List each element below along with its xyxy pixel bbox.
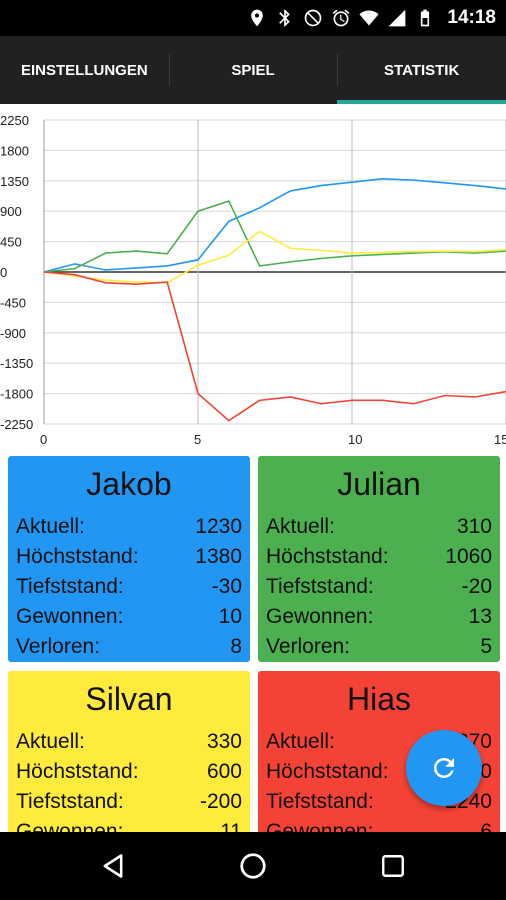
stat-value: 8	[230, 635, 242, 658]
location-icon	[251, 9, 264, 27]
home-button[interactable]	[233, 846, 273, 886]
tab-statistik[interactable]: STATISTIK	[337, 36, 506, 104]
player-name: Silvan	[85, 681, 173, 717]
stat-label: Verloren:	[16, 635, 101, 658]
stat-label: Höchststand:	[16, 760, 139, 783]
y-tick-label: -1800	[0, 387, 33, 402]
x-tick-label: 15	[494, 432, 506, 447]
stat-row-aktuell: Aktuell: 1230	[16, 512, 242, 542]
navigation-bar	[0, 832, 506, 900]
stat-label: Gewonnen:	[266, 820, 374, 832]
stat-label: Gewonnen:	[266, 605, 374, 628]
wifi-icon	[359, 10, 379, 26]
stat-row-hoechststand: Höchststand: 1060	[266, 542, 492, 572]
stat-value: 600	[206, 760, 242, 783]
player-card-silvan: Silvan Aktuell: 330 Höchststand: 600 Tiefs…	[8, 671, 250, 832]
stat-label: Tiefststand:	[266, 575, 374, 598]
stat-row-verloren: Verloren: 5	[266, 632, 492, 662]
stat-label: Aktuell:	[266, 515, 335, 538]
series-line-2	[43, 230, 506, 284]
stat-row-aktuell: Aktuell: 330	[16, 727, 242, 757]
stat-label: Gewonnen:	[16, 605, 124, 628]
y-tick-label: 900	[0, 204, 22, 219]
stat-row-aktuell: Aktuell: 310	[266, 512, 492, 542]
stat-value: 10	[218, 605, 242, 628]
tab-bar: EINSTELLUNGEN SPIEL STATISTIK	[0, 36, 506, 104]
stat-label: Aktuell:	[266, 730, 335, 753]
stat-row-tiefststand: Tiefststand: -30	[16, 572, 242, 602]
y-tick-label: -1350	[0, 356, 33, 371]
stat-label: Gewonnen:	[16, 820, 124, 832]
stat-row-gewonnen: Gewonnen: 13	[266, 602, 492, 632]
stat-value: 330	[206, 730, 242, 753]
stat-label: Höchststand:	[16, 545, 139, 568]
status-bar: 14:18	[0, 0, 506, 36]
stat-label: Tiefststand:	[266, 790, 374, 813]
stat-row-tiefststand: Tiefststand: -20	[266, 572, 492, 602]
bluetooth-icon	[279, 9, 291, 27]
x-tick-label: 5	[194, 432, 201, 447]
stat-row-verloren: Verloren: 8	[16, 632, 242, 662]
stat-label: Tiefststand:	[16, 575, 124, 598]
home-icon	[240, 853, 266, 879]
tab-einstellungen[interactable]: EINSTELLUNGEN	[20, 61, 148, 79]
y-tick-label: 1350	[0, 174, 29, 189]
recents-button[interactable]	[373, 846, 413, 886]
player-card-julian: Julian Aktuell: 310 Höchststand: 1060 Tief…	[258, 456, 500, 662]
refresh-button[interactable]	[406, 730, 482, 806]
stat-value: 1230	[195, 515, 242, 538]
do-not-disturb-icon	[305, 9, 322, 27]
player-name: Julian	[337, 466, 421, 502]
signal-icon	[389, 9, 406, 27]
stat-label: Höchststand:	[266, 545, 389, 568]
stat-value: -30	[211, 575, 242, 598]
stat-row-gewonnen: Gewonnen: 6	[266, 817, 492, 832]
series-line-1	[43, 200, 506, 273]
y-tick-label: -450	[0, 295, 26, 310]
stat-label: Aktuell:	[16, 730, 85, 753]
stat-value: 6	[480, 820, 492, 832]
stat-label: Aktuell:	[16, 515, 85, 538]
stat-label: Höchststand:	[266, 760, 389, 783]
series-line-3	[43, 271, 506, 422]
stat-value: -20	[461, 575, 492, 598]
stat-value: 11	[220, 820, 242, 832]
stat-row-hoechststand: Höchststand: 1380	[16, 542, 242, 572]
series-line-0	[43, 177, 506, 273]
x-tick-label: 10	[348, 432, 362, 447]
y-tick-label: 450	[0, 235, 22, 250]
player-name: Jakob	[86, 466, 172, 502]
y-tick-label: -2250	[0, 417, 33, 432]
y-tick-label: -900	[0, 326, 26, 341]
player-name: Hias	[346, 681, 411, 717]
stat-value: -200	[199, 790, 242, 813]
status-icons: 14:18	[247, 6, 496, 30]
y-tick-label: 0	[0, 265, 7, 280]
back-button[interactable]	[93, 846, 133, 886]
y-tick-label: 1800	[0, 143, 29, 158]
stat-label: Tiefststand:	[16, 790, 124, 813]
stat-row-hoechststand: Höchststand: 600	[16, 757, 242, 787]
stat-row-gewonnen: Gewonnen: 11	[16, 817, 242, 832]
stat-value: 5	[480, 635, 492, 658]
stat-value: 13	[468, 605, 492, 628]
stat-label: Verloren:	[266, 635, 351, 658]
clock: 14:18	[447, 7, 496, 28]
stat-value: 1060	[445, 545, 492, 568]
player-card-jakob: Jakob Aktuell: 1230 Höchststand: 1380 Tief…	[8, 456, 250, 662]
refresh-icon	[433, 758, 454, 778]
recents-icon	[382, 855, 404, 877]
statistics-view: 2250 1800 1350 900 450 0 -450 -900 -1350 -1800 -22…	[0, 104, 506, 832]
back-icon	[103, 854, 123, 878]
tab-spiel[interactable]: SPIEL	[168, 36, 338, 104]
stat-value: 1380	[195, 545, 242, 568]
stat-value: 310	[456, 515, 492, 538]
stat-row-gewonnen: Gewonnen: 10	[16, 602, 242, 632]
battery-icon	[421, 9, 430, 27]
x-tick-label: 0	[40, 432, 47, 447]
y-tick-label: 2250	[0, 113, 29, 128]
stat-row-tiefststand: Tiefststand: -200	[16, 787, 242, 817]
score-chart: 2250 1800 1350 900 450 0 -450 -900 -1350 -1800 -22…	[0, 113, 506, 447]
alarm-icon	[333, 9, 350, 27]
